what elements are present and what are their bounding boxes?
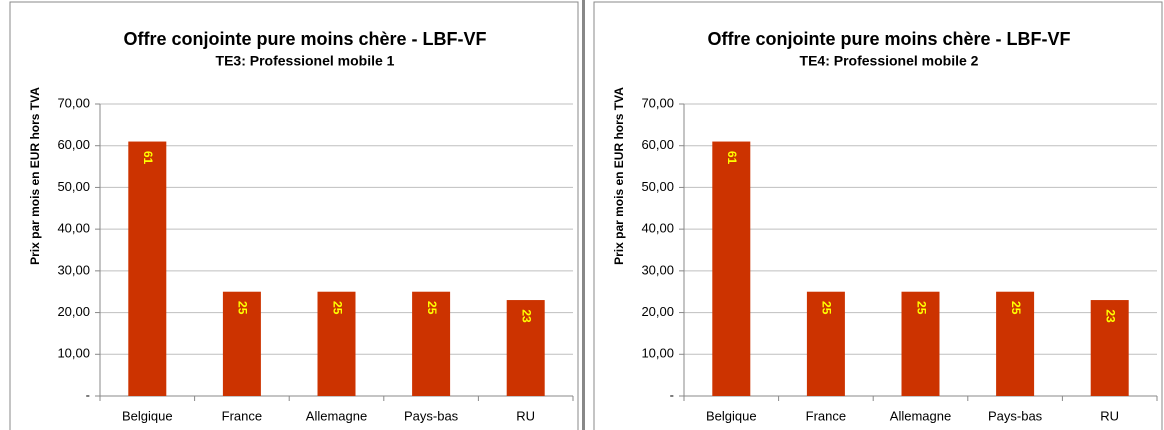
value-label: 61 xyxy=(141,151,155,165)
value-label: 25 xyxy=(236,301,250,315)
value-label: 25 xyxy=(820,301,834,315)
bar xyxy=(901,291,940,396)
x-tick-label: Allemagne xyxy=(306,408,367,423)
y-tick-label: 30,00 xyxy=(641,262,674,277)
x-tick-label: RU xyxy=(1100,408,1119,423)
bar xyxy=(712,141,751,396)
bar xyxy=(506,300,545,396)
chart-title: Offre conjointe pure moins chère - LBF-V… xyxy=(123,29,486,49)
bar xyxy=(128,141,167,396)
y-tick-label: 20,00 xyxy=(641,304,674,319)
chart-frame xyxy=(9,1,579,430)
bar xyxy=(412,291,451,396)
value-label: 25 xyxy=(1009,301,1023,315)
y-tick-label: 70,00 xyxy=(641,95,674,110)
x-tick-label: France xyxy=(806,408,846,423)
chart-title: Offre conjointe pure moins chère - LBF-V… xyxy=(707,29,1070,49)
x-tick-label: Pays-bas xyxy=(404,408,459,423)
y-tick-label: 50,00 xyxy=(641,179,674,194)
y-tick-label: 50,00 xyxy=(57,179,90,194)
y-tick-label: 40,00 xyxy=(57,221,90,236)
y-tick-label: 10,00 xyxy=(57,346,90,361)
separator xyxy=(582,0,585,430)
bar xyxy=(996,291,1035,396)
value-label: 25 xyxy=(425,301,439,315)
y-axis-label: Prix par mois en EUR hors TVA xyxy=(612,87,626,265)
value-label: 23 xyxy=(520,309,534,323)
x-tick-label: RU xyxy=(516,408,535,423)
chart-frame xyxy=(593,1,1163,430)
bar xyxy=(317,291,356,396)
x-tick-label: Allemagne xyxy=(890,408,951,423)
bar xyxy=(1090,300,1129,396)
x-tick-label: Belgique xyxy=(706,408,757,423)
y-axis-label: Prix par mois en EUR hors TVA xyxy=(28,87,42,265)
x-tick-label: Pays-bas xyxy=(988,408,1043,423)
bar xyxy=(806,291,845,396)
x-tick-label: France xyxy=(222,408,262,423)
y-tick-label: 60,00 xyxy=(57,137,90,152)
y-tick-label: 10,00 xyxy=(641,346,674,361)
y-tick-label: - xyxy=(670,387,674,402)
bar xyxy=(222,291,261,396)
chart-subtitle: TE4: Professionel mobile 2 xyxy=(800,53,979,69)
value-label: 23 xyxy=(1104,309,1118,323)
value-label: 61 xyxy=(725,151,739,165)
y-tick-label: 60,00 xyxy=(641,137,674,152)
value-label: 25 xyxy=(914,301,928,315)
x-tick-label: Belgique xyxy=(122,408,173,423)
y-tick-label: - xyxy=(86,387,90,402)
y-tick-label: 40,00 xyxy=(641,221,674,236)
chart-subtitle: TE3: Professionel mobile 1 xyxy=(216,53,395,69)
y-tick-label: 20,00 xyxy=(57,304,90,319)
y-tick-label: 70,00 xyxy=(57,95,90,110)
value-label: 25 xyxy=(330,301,344,315)
y-tick-label: 30,00 xyxy=(57,262,90,277)
